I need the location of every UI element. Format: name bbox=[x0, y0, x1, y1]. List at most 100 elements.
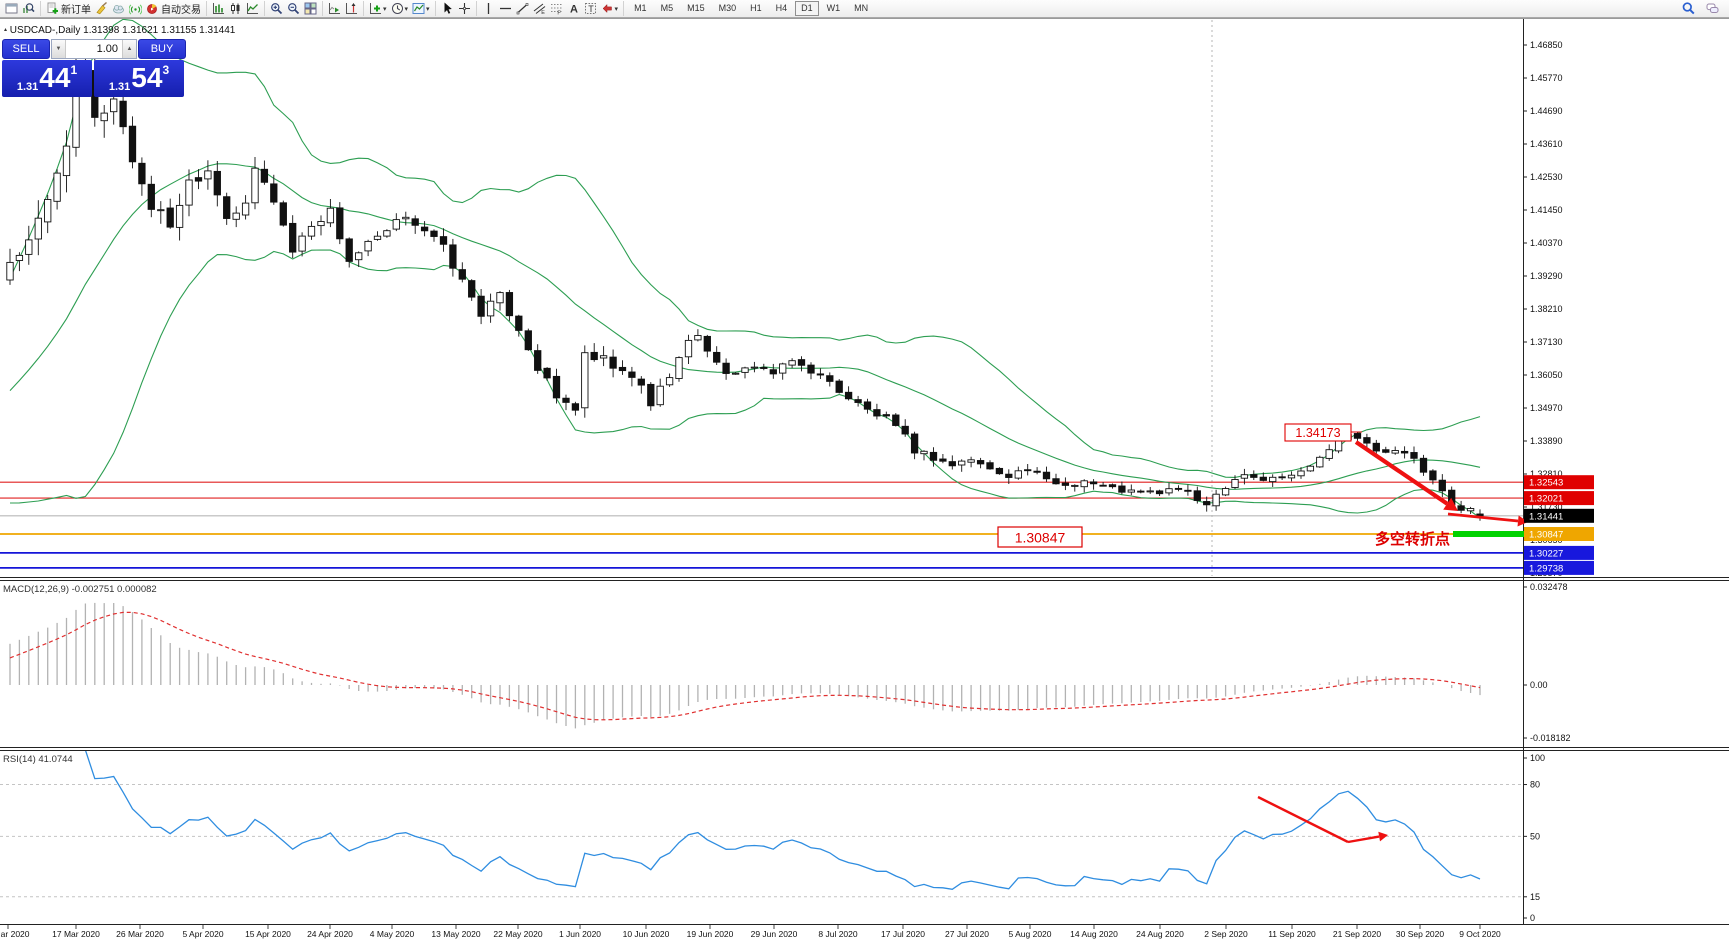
candle bbox=[213, 170, 221, 196]
volume-input[interactable]: 1.00 bbox=[66, 40, 122, 58]
buy-price-button[interactable]: 1.31 54 3 bbox=[94, 60, 184, 97]
zoom-out-button[interactable] bbox=[285, 1, 302, 16]
timeframe-MN-button[interactable]: MN bbox=[854, 3, 869, 13]
horizontal-line-button[interactable] bbox=[497, 1, 514, 16]
candle bbox=[138, 162, 146, 185]
sell-button[interactable]: SELL bbox=[2, 39, 50, 59]
equidistant-channel-button[interactable]: E bbox=[531, 1, 548, 16]
periods-button[interactable]: ▾ bbox=[389, 1, 411, 16]
candle bbox=[958, 460, 966, 466]
candle-chart-button[interactable] bbox=[227, 1, 244, 16]
candle bbox=[317, 221, 325, 227]
candle bbox=[1297, 470, 1305, 477]
candle bbox=[703, 335, 711, 352]
timeframe-H4-button[interactable]: H4 bbox=[775, 3, 788, 13]
crosshair-button[interactable] bbox=[456, 1, 473, 16]
chevron-down-icon[interactable]: ▾ bbox=[426, 5, 430, 13]
auto-scroll-button[interactable] bbox=[326, 1, 343, 16]
timeframe-W1-button[interactable]: W1 bbox=[826, 3, 841, 13]
peak-price-label[interactable]: 1.34173 bbox=[1284, 423, 1362, 442]
candle bbox=[920, 450, 928, 455]
bar-chart-button[interactable] bbox=[210, 1, 227, 16]
indicators-button[interactable]: ▾ bbox=[367, 1, 389, 16]
svg-text:1.30847: 1.30847 bbox=[1529, 530, 1563, 541]
candle bbox=[128, 125, 137, 163]
virtual-hosting-icon[interactable] bbox=[110, 1, 127, 16]
svg-text:F: F bbox=[557, 11, 561, 16]
candle bbox=[345, 238, 353, 262]
candle bbox=[816, 373, 825, 376]
timeframe-M15-button[interactable]: M15 bbox=[687, 3, 705, 13]
candle bbox=[505, 292, 514, 317]
cursor-button[interactable] bbox=[439, 1, 456, 16]
symbol-label: USDCAD-,Daily bbox=[9, 25, 81, 36]
price-tick-label: 1.45770 bbox=[1530, 73, 1563, 83]
label-button[interactable]: T bbox=[582, 1, 599, 16]
rsi-label: RSI(14) 41.0744 bbox=[3, 754, 73, 765]
candle bbox=[355, 252, 363, 261]
candle bbox=[402, 216, 410, 220]
search-icon[interactable] bbox=[1680, 1, 1697, 16]
candle bbox=[882, 414, 890, 417]
trend-arrow-main-2[interactable] bbox=[1447, 512, 1528, 527]
toolbar-group-trading: 新订单 自动交易 bbox=[40, 1, 206, 16]
chevron-down-icon[interactable]: ▾ bbox=[404, 5, 409, 13]
volume-up-button[interactable]: ▲ bbox=[122, 40, 136, 58]
candle bbox=[241, 202, 250, 216]
price-tick-label: 1.40370 bbox=[1530, 238, 1563, 248]
date-label: 17 Jul 2020 bbox=[881, 929, 925, 939]
candle bbox=[232, 212, 240, 220]
candle bbox=[44, 199, 52, 223]
candle bbox=[1382, 449, 1390, 453]
new-order-button[interactable]: 新订单 bbox=[44, 1, 93, 16]
chart-shift-button[interactable] bbox=[343, 1, 360, 16]
buy-button[interactable]: BUY bbox=[138, 39, 186, 59]
arrows-button[interactable]: ▾ bbox=[599, 1, 621, 16]
trend-arrow-rsi[interactable] bbox=[1257, 795, 1388, 844]
autotrade-button[interactable]: 自动交易 bbox=[144, 1, 203, 16]
data-window-icon[interactable] bbox=[20, 1, 37, 16]
line-chart-button[interactable] bbox=[244, 1, 261, 16]
candle bbox=[647, 383, 655, 407]
cleanup-icon[interactable] bbox=[93, 1, 110, 16]
date-label: 17 Mar 2020 bbox=[52, 929, 100, 939]
candle bbox=[157, 209, 165, 212]
chart-window-icon[interactable] bbox=[3, 1, 20, 16]
fibonacci-button[interactable]: F bbox=[548, 1, 565, 16]
timeframe-M30-button[interactable]: M30 bbox=[718, 3, 737, 13]
candle bbox=[543, 367, 551, 379]
sell-price-button[interactable]: 1.31 44 1 bbox=[2, 60, 92, 97]
timeframe-M1-button[interactable]: M1 bbox=[634, 3, 647, 13]
volume-down-button[interactable]: ▼ bbox=[52, 40, 66, 58]
candle bbox=[1146, 490, 1154, 493]
rsi-line bbox=[85, 751, 1481, 890]
candle bbox=[967, 459, 975, 463]
vertical-line-button[interactable] bbox=[480, 1, 497, 16]
timeframe-M5-button[interactable]: M5 bbox=[660, 3, 674, 13]
date-label: 5 Apr 2020 bbox=[182, 929, 223, 939]
chat-icon[interactable] bbox=[1704, 1, 1721, 16]
chevron-down-icon[interactable]: ▾ bbox=[383, 5, 387, 13]
candle bbox=[1061, 482, 1070, 486]
chevron-down-icon[interactable]: ▾ bbox=[614, 5, 619, 13]
support-zone-highlight[interactable] bbox=[1453, 531, 1551, 537]
trendline-button[interactable] bbox=[514, 1, 531, 16]
candle bbox=[1353, 433, 1362, 439]
candle bbox=[826, 375, 834, 382]
candle bbox=[1155, 490, 1164, 495]
candle bbox=[1438, 479, 1446, 492]
candle bbox=[1137, 490, 1145, 493]
text-button[interactable]: A bbox=[565, 1, 582, 16]
support-price-label[interactable]: 1.30847 bbox=[997, 526, 1083, 548]
timeframe-H1-button[interactable]: H1 bbox=[750, 3, 762, 13]
signals-icon[interactable] bbox=[127, 1, 144, 16]
trend-arrow-main[interactable] bbox=[1354, 440, 1458, 511]
zoom-in-button[interactable] bbox=[268, 1, 285, 16]
templates-button[interactable]: ▾ bbox=[410, 1, 432, 16]
timeframe-D1-button[interactable]: D1 bbox=[795, 1, 819, 16]
tile-windows-button[interactable] bbox=[302, 1, 319, 16]
chart-title: ▴ USDCAD-,Daily 1.31398 1.31621 1.31155 … bbox=[4, 25, 235, 36]
candle bbox=[175, 204, 184, 228]
turning-point-label[interactable]: 多空转折点 bbox=[1375, 530, 1450, 548]
